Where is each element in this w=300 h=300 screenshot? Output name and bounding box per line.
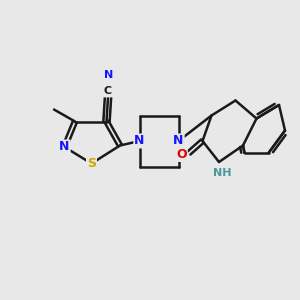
Text: O: O xyxy=(176,148,187,161)
Text: S: S xyxy=(87,157,96,170)
Text: N: N xyxy=(134,134,145,148)
Text: NH: NH xyxy=(213,168,231,178)
Text: N: N xyxy=(173,134,184,148)
Text: C: C xyxy=(104,86,112,97)
Text: N: N xyxy=(104,70,113,80)
Text: N: N xyxy=(59,140,70,154)
